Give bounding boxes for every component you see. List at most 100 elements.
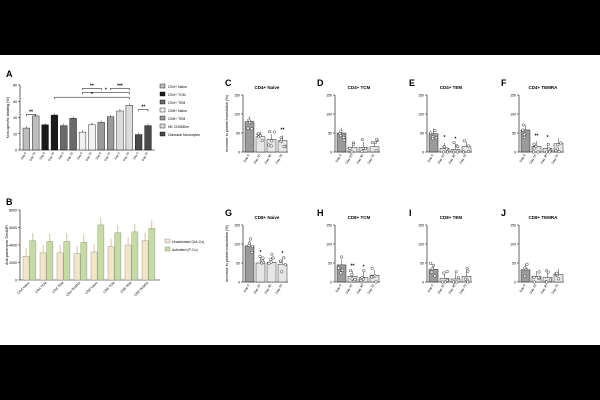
h-data-point (370, 275, 374, 279)
c-bar (244, 121, 255, 153)
d-data-point (348, 146, 352, 150)
h-data-point (362, 277, 366, 281)
e-data-point (455, 150, 459, 154)
b-x-tick-label: CD4 TEMRA (65, 280, 82, 297)
i-data-point (445, 278, 449, 282)
i-y-tick-label: 100 (418, 243, 424, 247)
a-significance-bracket (82, 88, 102, 91)
b-bar (29, 240, 37, 281)
g-significance-mark: * (260, 250, 262, 256)
a-legend-swatch (159, 99, 166, 105)
i-data-point (466, 269, 470, 273)
g-data-point (260, 259, 264, 263)
a-bar (125, 105, 133, 151)
i-data-point (445, 270, 449, 274)
b-y-tick-label: 4000 (9, 244, 17, 248)
i-data-point (430, 267, 434, 271)
b-bar (80, 242, 88, 281)
h-data-point (340, 255, 344, 259)
c-y-tick-label: 100 (234, 113, 240, 117)
f-data-point (536, 150, 540, 154)
f-data-point (555, 147, 559, 151)
f-data-point (532, 150, 536, 154)
h-y-tick-label: 150 (326, 224, 332, 228)
a-y-tick-label: 40 (13, 116, 17, 120)
panel-title-h: CD8+ TCM (348, 215, 371, 220)
d-data-point (351, 142, 355, 146)
d-data-point (350, 150, 354, 154)
a-significance-mark: ** (141, 104, 145, 110)
a-legend-label: CD4+ TEM (168, 101, 185, 105)
c-x-tick-label: Day 0 (243, 153, 251, 163)
a-x-tick-label: Day 70 (103, 151, 111, 162)
b-x-tick-label: CD8 TEM (119, 281, 132, 294)
c-data-point (272, 130, 276, 134)
g-data-point (247, 241, 251, 245)
e-data-point (452, 141, 456, 145)
c-y-tick-label: 150 (234, 94, 240, 98)
i-x-tick-label: Day 0 (427, 283, 435, 293)
a-bar (60, 125, 68, 151)
d-data-point (373, 140, 377, 144)
d-x-tick-label: Day 15 (345, 153, 354, 164)
panel-title-f: CD4+ TEMRA (529, 85, 559, 90)
b-bar (107, 246, 115, 281)
e-data-point (442, 145, 446, 149)
g-data-point (282, 256, 286, 260)
g-data-point (269, 260, 273, 264)
g-y-axis-label: Increase in protein translation (%) (225, 224, 229, 282)
f-x-tick-label: Day 35 (540, 153, 549, 164)
d-data-point (339, 129, 343, 133)
b-legend-label: Activated (P-Co) (172, 248, 198, 252)
a-legend-swatch (159, 107, 166, 113)
j-data-point (537, 270, 541, 274)
i-data-point (466, 280, 470, 284)
j-data-point (532, 280, 536, 284)
j-data-point (555, 271, 559, 275)
a-significance-mark: * (91, 92, 93, 98)
c-data-point (269, 144, 273, 148)
a-bar (41, 124, 49, 151)
d-x-tick-label: Day 70 (367, 153, 376, 164)
i-x-tick-label: Day 15 (437, 283, 446, 294)
h-data-point (350, 277, 354, 281)
a-bar (107, 116, 115, 151)
h-data-point (374, 280, 378, 284)
f-x-tick-label: Day 70 (551, 153, 560, 164)
a-y-tick-label: 0 (15, 149, 17, 153)
i-data-point (431, 263, 435, 267)
d-y-tick-label: 100 (326, 113, 332, 117)
e-data-point (433, 129, 437, 133)
c-x-tick-label: Day 15 (253, 153, 262, 164)
f-data-point (557, 150, 561, 154)
panel-title-d: CD4+ TCM (348, 85, 371, 90)
i-data-point (456, 275, 460, 279)
b-bar (46, 241, 54, 281)
e-data-point (442, 150, 446, 154)
a-significance-bracket (26, 114, 36, 117)
h-x-tick-label: Day 35 (356, 283, 365, 294)
h-x-tick-label: Day 0 (335, 283, 343, 293)
c-data-point (260, 138, 264, 142)
e-data-point (466, 144, 470, 148)
c-data-point (282, 145, 286, 149)
g-bar (255, 262, 266, 283)
a-legend-swatch (159, 83, 166, 89)
f-y-tick-label: 100 (510, 113, 516, 117)
a-significance-mark: *** (117, 83, 123, 89)
a-bar (78, 131, 87, 151)
a-legend-label: Classical Monocytes (168, 133, 200, 137)
e-y-tick-label: 50 (420, 132, 424, 136)
a-significance-bracket (82, 92, 130, 95)
c-data-point (268, 130, 272, 134)
a-x-tick-label: Day 0 (113, 151, 121, 160)
a-x-tick-label: Day 70 (28, 151, 36, 162)
g-data-point (270, 252, 274, 256)
panel-label-b: B (6, 197, 13, 207)
f-data-point (548, 150, 552, 154)
i-data-point (429, 261, 433, 265)
panel-label-h: H (317, 208, 324, 218)
c-data-point (256, 132, 260, 136)
d-y-tick-label: 50 (328, 132, 332, 136)
panel-label-f: F (501, 78, 507, 88)
